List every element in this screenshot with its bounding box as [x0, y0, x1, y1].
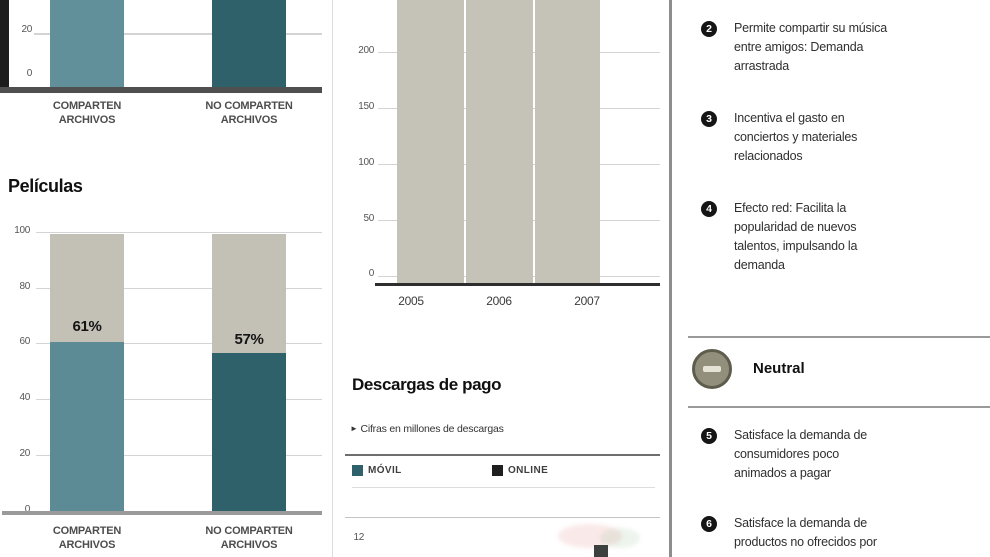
item-line: Satisface la demanda de — [734, 428, 867, 442]
cropped-left-edge-bar — [0, 0, 9, 93]
column-divider — [669, 0, 672, 557]
item-line: entre amigos: Demanda — [734, 40, 864, 54]
teal-segment — [50, 342, 124, 511]
y-tick: 60 — [19, 336, 30, 347]
legend-underline — [352, 487, 655, 488]
item-line: productos no ofrecidos por — [734, 535, 877, 549]
y-tick: 0 — [368, 268, 375, 279]
chart-archivos-top: 20 0 COMPARTEN ARCHIVOS NO COMPARTEN ARC… — [0, 0, 332, 160]
item-line: Efecto red: Facilita la — [734, 201, 847, 215]
y-tick: 12 — [353, 532, 364, 543]
y-tick: 100 — [358, 157, 374, 168]
category-label: COMPARTEN ARCHIVOS — [52, 525, 122, 551]
item-line: demanda — [734, 258, 785, 272]
y-tick: 80 — [19, 281, 30, 292]
cropped-chart-smudge — [600, 528, 640, 548]
bar-comparten — [50, 0, 124, 87]
gridline — [34, 33, 322, 35]
chart-years: 250 200 150 100 50 0 2005 2006 2007 — [334, 0, 670, 315]
y-tick: 40 — [19, 392, 30, 403]
gridline — [36, 455, 322, 456]
y-tick: 50 — [363, 213, 374, 224]
x-axis-line — [2, 511, 322, 515]
separator-rule — [345, 517, 660, 518]
gridline — [36, 343, 322, 344]
gridline — [36, 232, 322, 233]
section-rule — [688, 406, 990, 408]
x-tick-2005: 2005 — [398, 294, 424, 308]
item-number-badge: 6 — [701, 516, 717, 532]
item-line: Permite compartir su música — [734, 21, 887, 35]
legend-label-online: ONLINE — [508, 465, 549, 476]
neutral-heading: Neutral — [753, 360, 805, 377]
y-tick: 0 — [24, 504, 31, 515]
item-line: Satisface la demanda de — [734, 516, 867, 530]
category-label: COMPARTEN ARCHIVOS — [52, 100, 122, 126]
grey-segment — [50, 234, 124, 343]
y-tick: 0 — [26, 68, 33, 79]
item-line: consumidores poco — [734, 447, 839, 461]
bar-2006 — [466, 0, 533, 283]
item-number-badge: 5 — [701, 428, 717, 444]
list-item: Satisface la demanda de consumidores poc… — [734, 426, 984, 483]
y-tick-clipped: 250 — [348, 0, 374, 2]
triangle-bullet-icon: ► — [350, 424, 358, 433]
teal-segment — [212, 353, 286, 511]
item-line: relacionados — [734, 149, 803, 163]
item-line: animados a pagar — [734, 466, 831, 480]
x-axis-line — [0, 87, 322, 93]
y-tick: 20 — [21, 24, 32, 35]
category-label: NO COMPARTEN ARCHIVOS — [205, 525, 293, 551]
legend-swatch-online — [492, 465, 503, 476]
y-tick: 150 — [358, 101, 374, 112]
x-tick-2006: 2006 — [486, 294, 512, 308]
section-rule — [688, 336, 990, 338]
item-line: arrastrada — [734, 59, 789, 73]
list-item: Incentiva el gasto en conciertos y mater… — [734, 109, 984, 166]
descargas-note-text: Cifras en millones de descargas — [360, 423, 504, 435]
item-number-badge: 4 — [701, 201, 717, 217]
right-panel: 2 Permite compartir su música entre amig… — [670, 0, 990, 557]
item-number-badge: 2 — [701, 21, 717, 37]
list-item: Efecto red: Facilita la popularidad de n… — [734, 199, 984, 275]
gridline — [36, 399, 322, 400]
stacked-bar-no-comparten — [212, 234, 286, 511]
category-label: NO COMPARTEN ARCHIVOS — [205, 100, 293, 126]
item-line: Incentiva el gasto en — [734, 111, 845, 125]
stacked-bar-comparten — [50, 234, 124, 511]
separator-rule — [345, 454, 660, 456]
bar-no-comparten — [212, 0, 286, 87]
column-divider — [332, 0, 333, 557]
item-line: popularidad de nuevos — [734, 220, 857, 234]
list-item: Satisface la demanda de productos no ofr… — [734, 514, 984, 552]
descargas-note: ► Cifras en millones de descargas — [350, 423, 504, 435]
item-line: conciertos y materiales — [734, 130, 858, 144]
minus-bar — [703, 366, 721, 372]
legend-swatch-movil — [352, 465, 363, 476]
y-tick: 200 — [358, 45, 374, 56]
y-tick: 20 — [19, 448, 30, 459]
gridline — [36, 288, 322, 289]
descargas-title: Descargas de pago — [352, 375, 502, 394]
bar-2005 — [397, 0, 464, 283]
chart-peliculas: 100 80 60 40 20 0 61% 57% COMPARTEN ARCH… — [0, 215, 332, 557]
neutral-minus-icon — [692, 349, 732, 389]
cropped-chart-smudge — [558, 524, 622, 548]
grey-segment — [212, 234, 286, 354]
x-axis-line — [375, 283, 660, 286]
list-item: Permite compartir su música entre amigos… — [734, 19, 984, 76]
y-tick: 100 — [14, 225, 30, 236]
item-line: talentos, impulsando la — [734, 239, 858, 253]
legend-label-movil: MÓVIL — [368, 465, 402, 476]
cropped-dark-mark — [594, 545, 608, 557]
peliculas-title: Películas — [8, 176, 83, 196]
item-number-badge: 3 — [701, 111, 717, 127]
x-tick-2007: 2007 — [574, 294, 600, 308]
data-label-61: 61% — [72, 318, 102, 335]
bar-2007 — [535, 0, 600, 283]
data-label-57: 57% — [234, 331, 264, 348]
